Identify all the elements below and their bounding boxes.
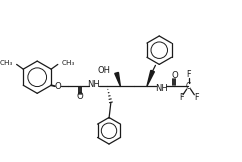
Text: F: F (186, 70, 191, 79)
Polygon shape (147, 70, 154, 86)
Polygon shape (115, 72, 120, 86)
Text: F: F (194, 93, 198, 102)
Text: C: C (186, 82, 191, 91)
Text: CH₃: CH₃ (62, 59, 75, 65)
Text: O: O (54, 82, 61, 91)
Text: OH: OH (98, 66, 111, 75)
Text: O: O (76, 92, 83, 101)
Text: CH₃: CH₃ (0, 59, 13, 65)
Text: O: O (171, 71, 178, 80)
Text: F: F (179, 93, 183, 102)
Text: NH: NH (155, 84, 167, 93)
Text: NH: NH (87, 80, 100, 89)
